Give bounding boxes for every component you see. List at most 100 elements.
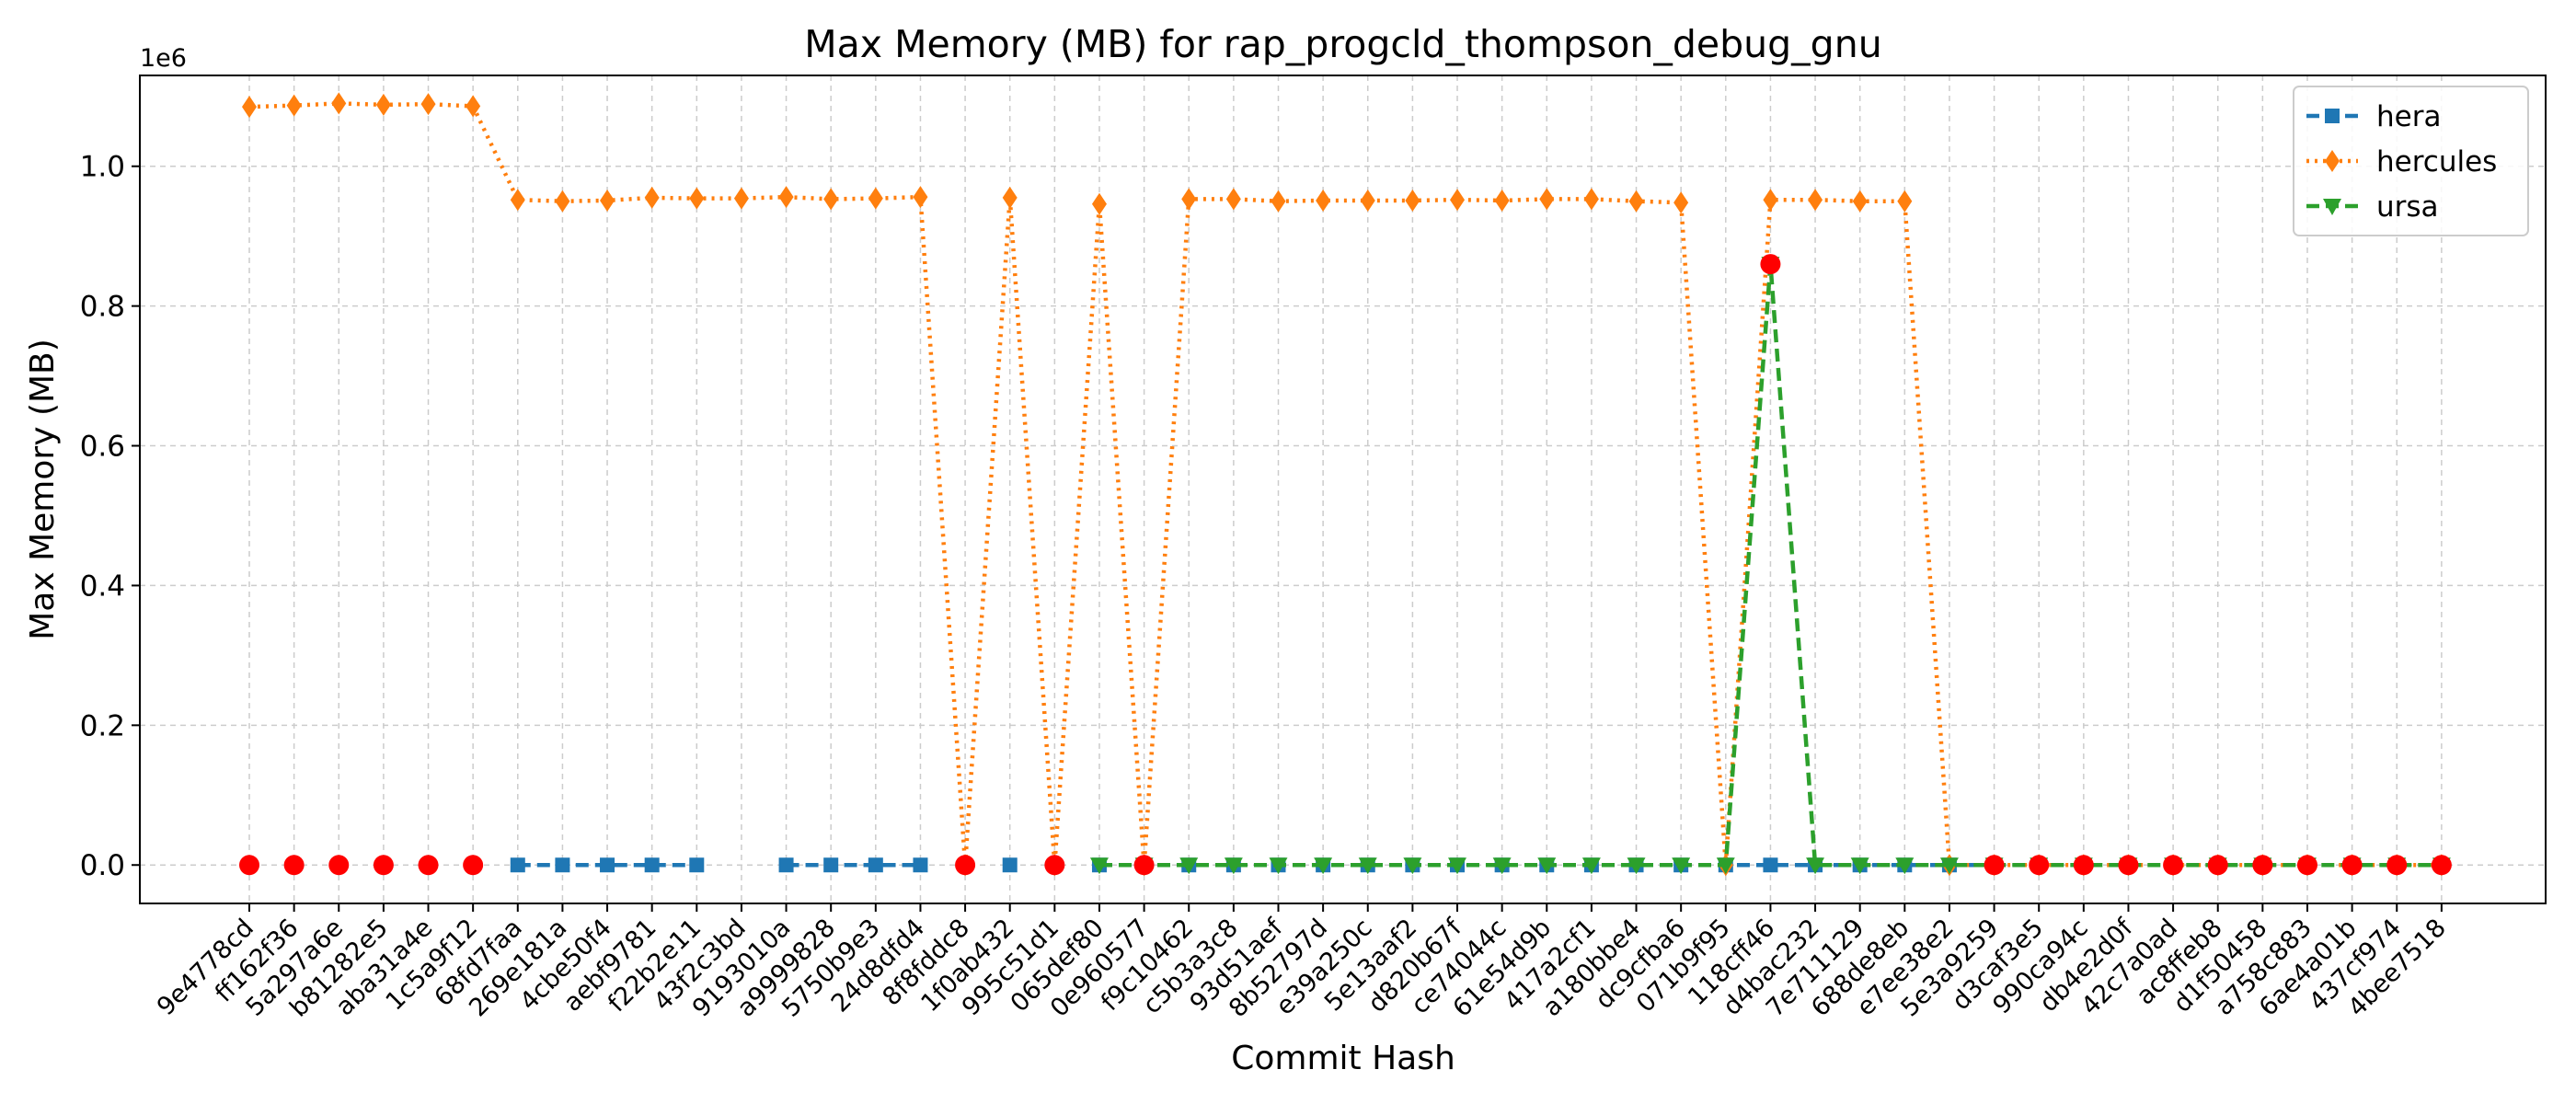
y-tick-label: 0.6: [80, 431, 125, 464]
data-point-hercules: [1763, 189, 1778, 212]
data-point-hercules: [331, 92, 347, 115]
failure-marker: [463, 855, 484, 876]
failure-marker: [1760, 254, 1781, 275]
legend-box: [2293, 86, 2529, 236]
data-point-ursa: [1672, 857, 1691, 875]
data-point-ursa: [1806, 857, 1825, 875]
failure-marker: [283, 855, 305, 876]
data-point-hercules: [644, 186, 660, 209]
data-point-hera: [1763, 857, 1778, 873]
data-point-hera: [600, 857, 615, 873]
legend-label: hera: [2376, 100, 2441, 133]
data-point-hercules: [1673, 191, 1689, 214]
legend-entry-ursa: ursa: [2306, 190, 2439, 224]
failure-marker: [1984, 855, 2005, 876]
data-point-ursa: [1492, 857, 1512, 875]
data-point-hercules: [1405, 189, 1420, 212]
data-point-hera: [1002, 857, 1018, 873]
data-point-ursa: [1179, 857, 1199, 875]
failure-marker: [2252, 855, 2273, 876]
y-tick-label: 1.0: [80, 151, 125, 184]
legend-marker: [2323, 199, 2341, 215]
data-point-hercules: [375, 93, 391, 116]
data-point-ursa: [1314, 857, 1333, 875]
data-point-hercules: [1852, 190, 1868, 213]
failure-markers: [239, 254, 2452, 876]
data-point-ursa: [1224, 857, 1243, 875]
failure-marker: [373, 855, 394, 876]
data-point-hercules: [242, 96, 257, 119]
data-point-hera: [644, 857, 660, 873]
data-point-ursa: [1089, 857, 1109, 875]
data-point-hercules: [733, 187, 749, 210]
data-point-ursa: [1627, 857, 1646, 875]
data-point-hercules: [1583, 188, 1599, 211]
failure-marker: [328, 855, 350, 876]
legend-label: ursa: [2376, 190, 2439, 224]
failure-marker: [2341, 855, 2363, 876]
data-point-hercules: [1316, 189, 1331, 212]
y-axis: 0.0 0.2 0.4 0.6 0.8 1.0: [80, 151, 140, 882]
data-point-hercules: [689, 187, 705, 210]
data-point-hercules: [555, 190, 570, 213]
failure-marker: [2386, 855, 2408, 876]
data-point-hercules: [420, 93, 436, 116]
legend: hera hercules ursa: [2293, 86, 2529, 236]
data-point-hercules: [600, 189, 615, 212]
data-point-ursa: [1716, 857, 1735, 875]
data-point-hera: [868, 857, 883, 873]
legend-marker: [2325, 109, 2340, 123]
data-point-ursa: [1403, 857, 1422, 875]
data-point-ursa: [1269, 857, 1288, 875]
data-point-hera: [823, 857, 839, 873]
data-point-hercules: [1494, 189, 1510, 212]
data-point-ursa: [1581, 857, 1601, 875]
data-point-hera: [510, 857, 525, 873]
data-point-hercules: [1091, 192, 1107, 215]
chart-title: Max Memory (MB) for rap_progcld_thompson…: [804, 22, 1881, 66]
data-point-hercules: [1628, 190, 1644, 213]
legend-entry-hercules: hercules: [2306, 145, 2497, 178]
failure-marker: [2073, 855, 2094, 876]
failure-marker: [1044, 855, 1065, 876]
data-point-hera: [778, 857, 794, 873]
data-point-hercules: [286, 94, 302, 117]
failure-marker: [2163, 855, 2184, 876]
data-point-hercules: [1450, 189, 1466, 212]
failure-marker: [2029, 855, 2050, 876]
failure-marker: [2207, 855, 2228, 876]
y-tick-label: 0.4: [80, 569, 125, 603]
data-point-ursa: [1448, 857, 1467, 875]
data-point-hercules: [1002, 186, 1018, 209]
y-tick-label: 0.2: [80, 709, 125, 742]
data-point-ursa: [1537, 857, 1557, 875]
failure-marker: [239, 855, 259, 876]
data-point-hercules: [1360, 189, 1375, 212]
data-point-hera: [689, 857, 705, 873]
data-point-ursa: [1939, 857, 1959, 875]
failure-marker: [2431, 855, 2452, 876]
y-offset-text: 1e6: [140, 44, 187, 73]
failure-marker: [955, 855, 976, 876]
failure-marker: [418, 855, 439, 876]
data-point-hercules: [1897, 190, 1913, 213]
grid: [140, 75, 2546, 903]
failure-marker: [1133, 855, 1155, 876]
data-point-hercules: [1539, 188, 1555, 211]
data-point-hercules: [1271, 190, 1286, 213]
y-axis-label: Max Memory (MB): [24, 339, 62, 640]
data-point-hercules: [1808, 189, 1823, 212]
data-point-hercules: [823, 188, 839, 211]
data-point-hercules: [913, 186, 928, 209]
x-axis-label: Commit Hash: [1231, 1040, 1455, 1077]
failure-marker: [2118, 855, 2139, 876]
y-tick-label: 0.8: [80, 291, 125, 324]
plot-frame: [139, 75, 2547, 904]
data-point-hercules: [510, 189, 525, 212]
failure-marker: [2296, 855, 2317, 876]
data-point-hera: [913, 857, 928, 873]
legend-marker: [2325, 150, 2340, 172]
data-point-hercules: [1225, 188, 1241, 211]
